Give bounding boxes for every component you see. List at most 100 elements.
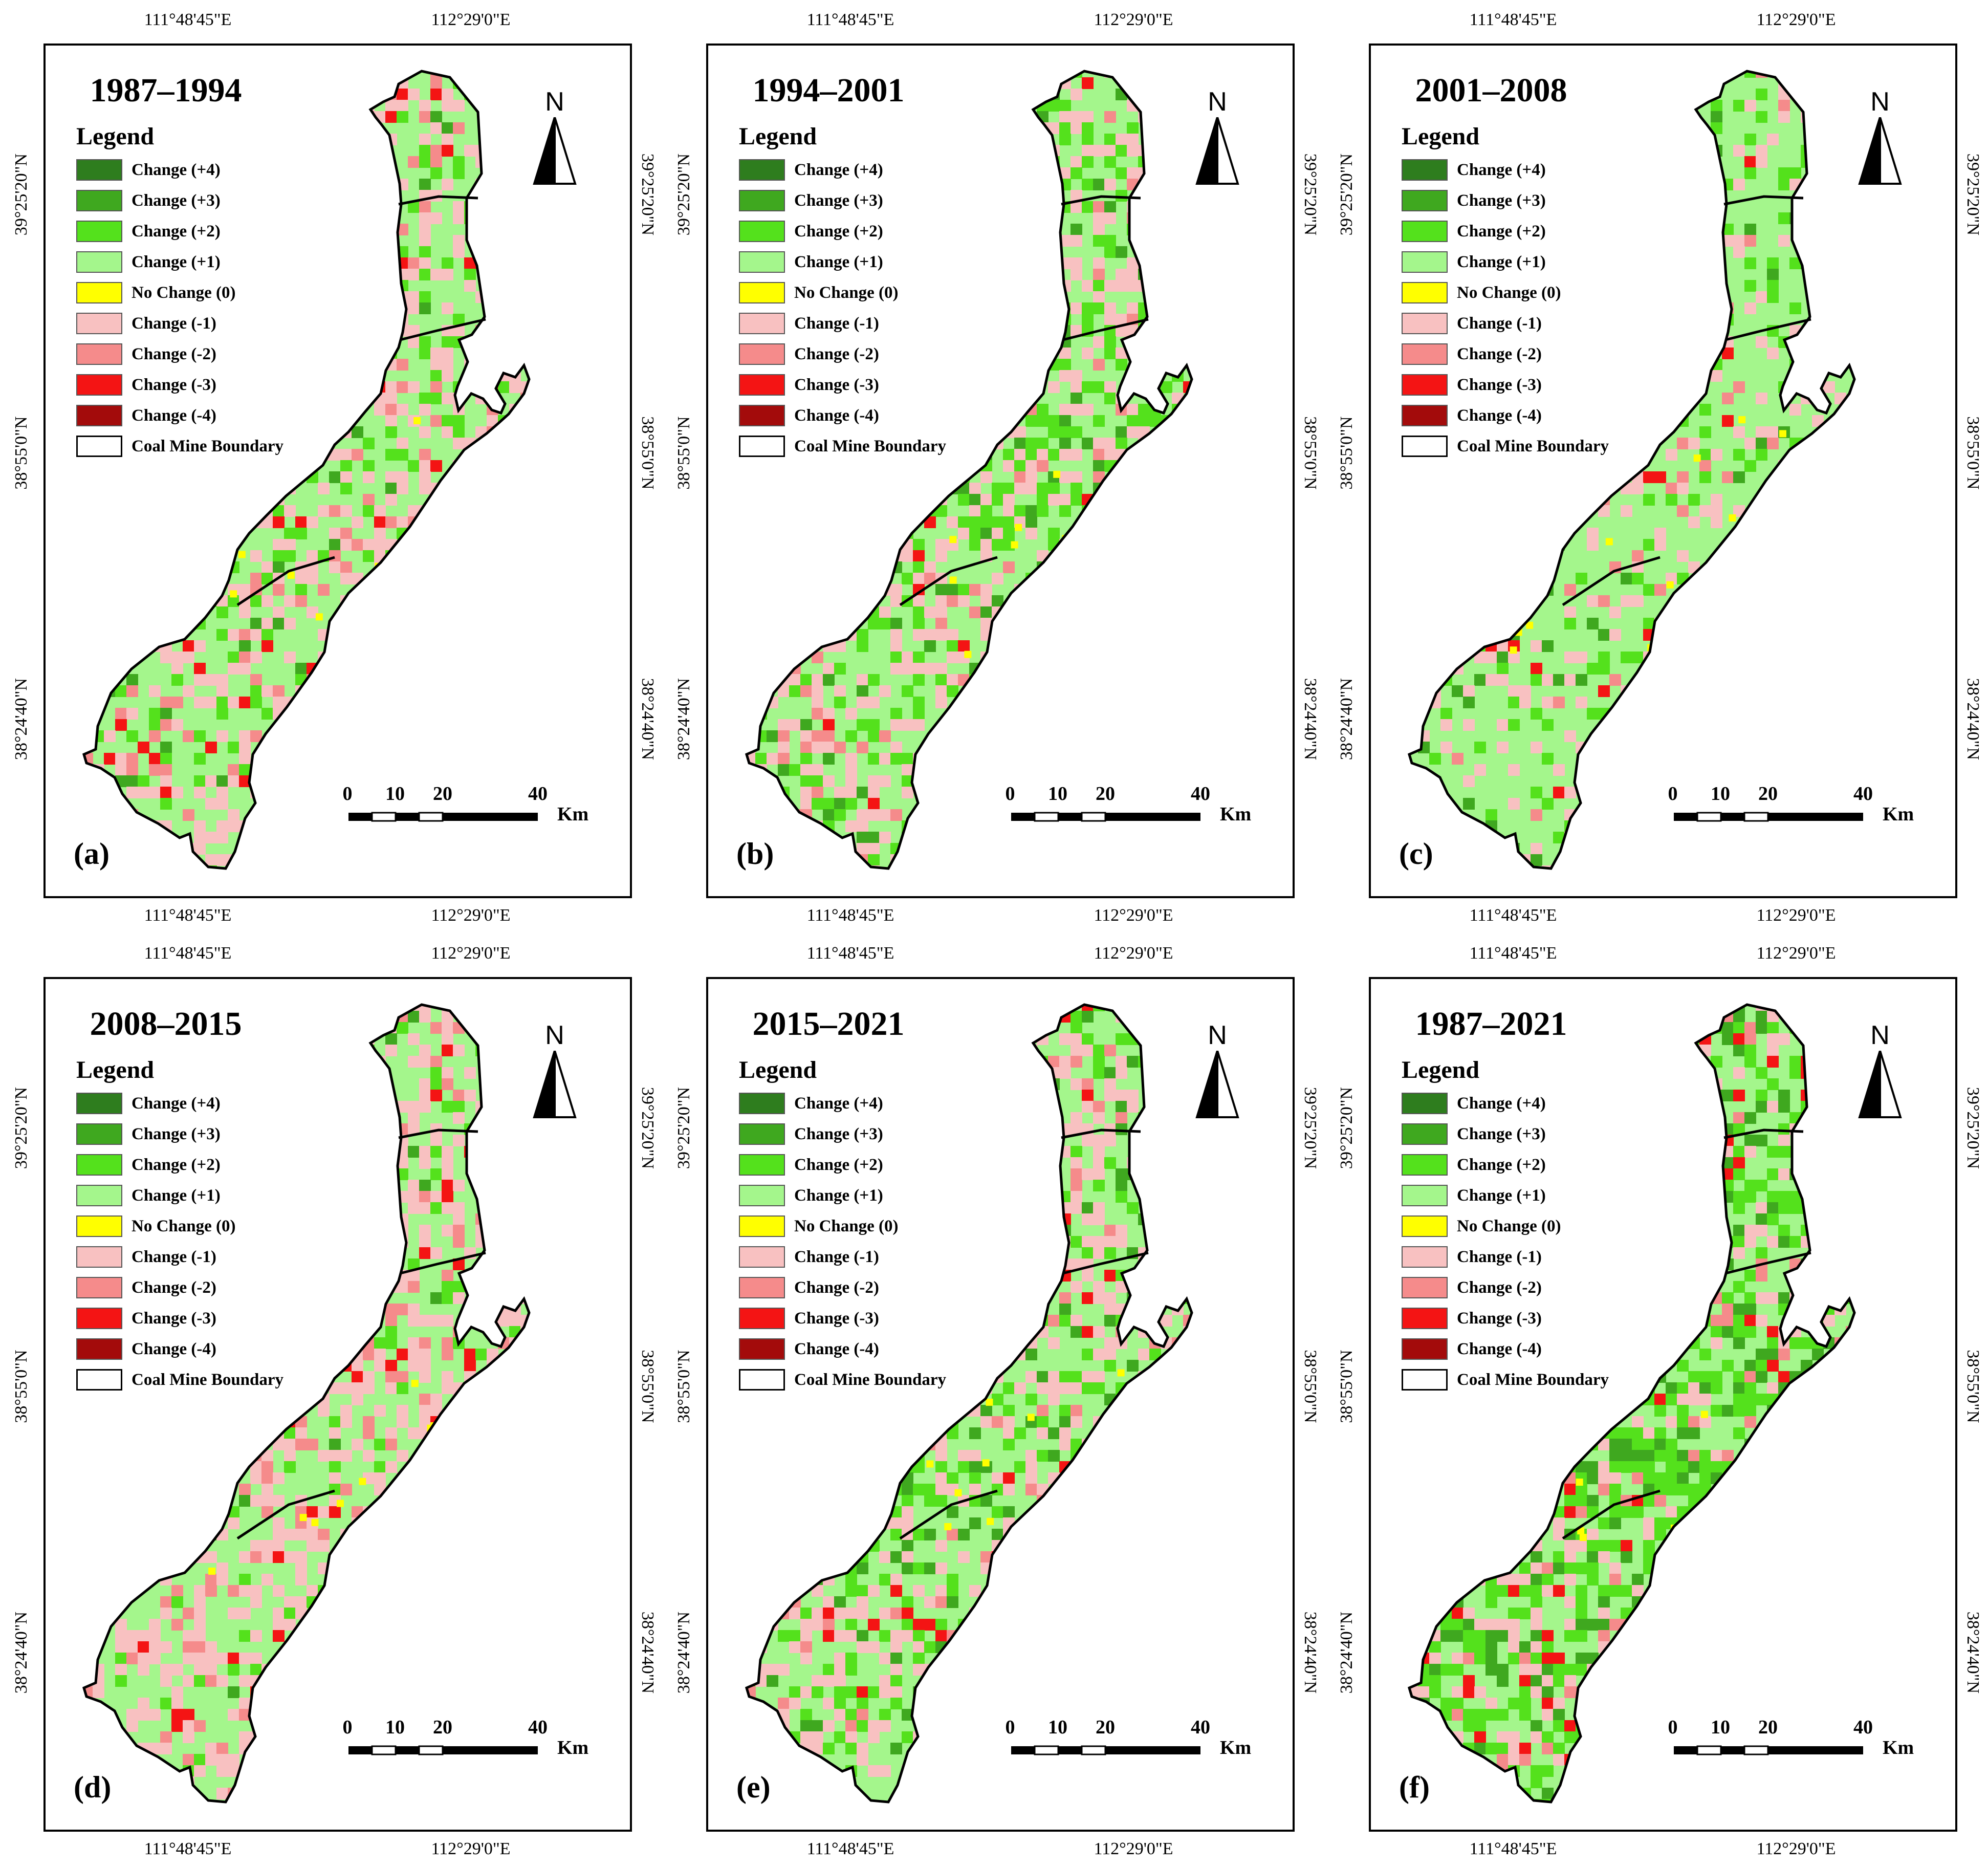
legend-item: Change (+2) xyxy=(739,1149,946,1180)
legend-label: Change (-3) xyxy=(1457,1309,1542,1328)
legend-item: Change (-2) xyxy=(739,339,946,370)
legend-item: Change (+2) xyxy=(739,216,946,247)
map-panel-f: 111°48'45"E 112°29'0"E 111°48'45"E 112°2… xyxy=(1337,944,1982,1858)
legend-item: Change (-1) xyxy=(739,1242,946,1272)
legend-title: Legend xyxy=(739,1056,817,1083)
legend-item: Change (-2) xyxy=(1402,339,1609,370)
legend-swatch xyxy=(76,1246,122,1268)
legend-label: Change (+1) xyxy=(794,1186,883,1205)
north-label: N xyxy=(1870,1021,1890,1050)
panel-tag: (f) xyxy=(1399,1770,1430,1804)
legend-label: Change (+1) xyxy=(132,1186,221,1205)
legend-label: Change (+2) xyxy=(1457,1155,1546,1174)
map-frame: 1994–2001 Legend Change (+4) Change (+3) C… xyxy=(706,44,1295,898)
district-divider xyxy=(1725,318,1811,341)
coal-mine-boundary xyxy=(1407,1003,1856,1804)
scale-bar-graphic xyxy=(348,1745,538,1755)
legend-label: Change (-1) xyxy=(794,314,879,333)
north-label: N xyxy=(1208,87,1227,117)
legend-swatch xyxy=(739,1185,785,1206)
change-map xyxy=(82,1003,531,1804)
district-divider xyxy=(400,1251,486,1275)
scale-tick-20: 20 xyxy=(433,1717,452,1738)
legend-label: Change (-2) xyxy=(794,344,879,363)
district-divider xyxy=(899,1489,998,1540)
legend-label: No Change (0) xyxy=(1457,1217,1561,1235)
scale-unit: Km xyxy=(1883,1737,1914,1759)
legend-swatch xyxy=(739,405,785,426)
legend-label: No Change (0) xyxy=(132,1217,236,1235)
scale-tick-40: 40 xyxy=(1853,1717,1873,1738)
legend-swatch xyxy=(76,1215,122,1237)
legend-swatch xyxy=(1402,374,1448,396)
lon-label-top-left: 111°48'45"E xyxy=(144,944,232,963)
legend-label: Change (+2) xyxy=(794,1155,883,1174)
legend-label: Change (-4) xyxy=(1457,1339,1542,1358)
scale-tick-10: 10 xyxy=(1048,783,1067,805)
legend-swatch xyxy=(739,221,785,242)
legend-item: Change (-3) xyxy=(76,1303,283,1334)
map-frame: 2015–2021 Legend Change (+4) Change (+3) C… xyxy=(706,977,1295,1832)
legend-label: Change (+3) xyxy=(132,1124,221,1143)
scale-unit: Km xyxy=(1883,804,1914,825)
scale-tick-20: 20 xyxy=(1096,783,1115,805)
legend-item: Change (-3) xyxy=(76,370,283,400)
legend-label: Coal Mine Boundary xyxy=(132,437,284,455)
lon-label-bottom-left: 111°48'45"E xyxy=(144,1839,232,1858)
legend-item: Change (-1) xyxy=(76,1242,283,1272)
legend-label: Change (+4) xyxy=(132,160,221,179)
lon-label-top-right: 112°29'0"E xyxy=(1756,944,1836,963)
lon-label-top-right: 112°29'0"E xyxy=(431,10,511,29)
legend-item: Change (+4) xyxy=(76,155,283,185)
scale-bar: 0 10 20 40 Km xyxy=(1006,1716,1276,1762)
legend-swatch xyxy=(1402,436,1448,457)
coal-mine-boundary xyxy=(745,70,1193,870)
scale-tick-40: 40 xyxy=(1191,1717,1210,1738)
map-panel-a: 111°48'45"E 112°29'0"E 111°48'45"E 112°2… xyxy=(12,10,657,925)
north-arrow-icon xyxy=(1858,117,1902,185)
north-label: N xyxy=(1208,1021,1227,1050)
north-arrow: N xyxy=(1194,1020,1240,1122)
legend-item: Change (+2) xyxy=(76,1149,283,1180)
legend-label: Change (-2) xyxy=(132,344,216,363)
lon-label-top-right: 112°29'0"E xyxy=(1756,10,1836,29)
scale-tick-10: 10 xyxy=(1711,783,1730,805)
legend-swatch xyxy=(1402,1185,1448,1206)
legend-label: Change (-2) xyxy=(1457,1278,1542,1297)
scale-tick-20: 20 xyxy=(433,783,452,805)
period-title: 1994–2001 xyxy=(752,72,905,109)
scale-tick-10: 10 xyxy=(385,783,405,805)
district-divider xyxy=(1061,195,1141,206)
legend-swatch xyxy=(739,1246,785,1268)
legend-item: Change (+3) xyxy=(739,185,946,216)
legend-label: Change (-2) xyxy=(794,1278,879,1297)
legend: Legend Change (+4) Change (+3) Change (+2)… xyxy=(76,1056,283,1395)
panel-tag: (b) xyxy=(736,837,774,871)
legend-item: Coal Mine Boundary xyxy=(739,1364,946,1395)
lon-label-top-right: 112°29'0"E xyxy=(431,944,511,963)
period-title: 2001–2008 xyxy=(1415,72,1567,109)
legend-item: Change (-4) xyxy=(1402,1334,1609,1364)
legend-swatch xyxy=(76,436,122,457)
scale-tick-10: 10 xyxy=(1711,1717,1730,1738)
north-label: N xyxy=(545,87,564,117)
legend-swatch xyxy=(1402,405,1448,426)
scale-tick-0: 0 xyxy=(1005,783,1015,805)
legend-label: Change (+4) xyxy=(1457,1094,1546,1113)
legend-title: Legend xyxy=(1402,123,1480,150)
legend-label: Change (+4) xyxy=(1457,160,1546,179)
legend-item: Change (-1) xyxy=(76,308,283,339)
legend-item: Change (-4) xyxy=(76,400,283,431)
scale-unit: Km xyxy=(557,1737,589,1759)
legend-item: Change (+2) xyxy=(1402,1149,1609,1180)
legend-item: Change (-1) xyxy=(1402,308,1609,339)
legend-swatch xyxy=(76,374,122,396)
legend-swatch xyxy=(739,282,785,303)
change-map xyxy=(1407,1003,1856,1804)
legend-label: Change (-2) xyxy=(1457,344,1542,363)
scale-tick-40: 40 xyxy=(528,1717,548,1738)
scale-bar-graphic xyxy=(1011,1745,1200,1755)
legend-item: Change (+1) xyxy=(1402,1180,1609,1211)
legend-item: Change (+3) xyxy=(1402,185,1609,216)
legend-label: Change (+3) xyxy=(794,1124,883,1143)
